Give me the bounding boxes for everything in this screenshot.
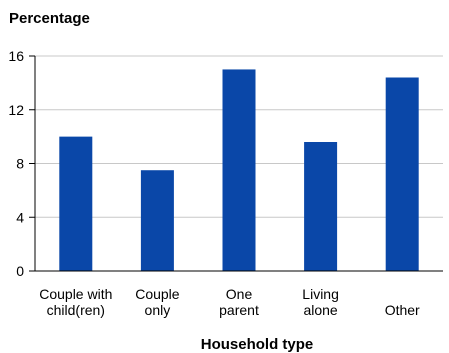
bar (140, 170, 174, 271)
x-category-label: child(ren) (47, 302, 105, 318)
y-tick-label: 8 (16, 156, 24, 172)
y-axis-label: Percentage (9, 10, 90, 27)
x-category-label: Couple with (39, 286, 112, 302)
bar (385, 77, 419, 271)
y-tick-label: 4 (16, 209, 24, 225)
axis-layer (29, 55, 443, 272)
y-tick-label: 12 (8, 102, 24, 118)
x-category-label: alone (303, 302, 337, 318)
y-tick-labels: 0 4 8 12 16 (8, 48, 24, 279)
bar-layer (59, 69, 419, 271)
x-category-label: parent (219, 302, 259, 318)
bar (59, 136, 93, 271)
x-category-label: Other (385, 302, 420, 318)
x-axis-label: Household type (201, 336, 314, 353)
x-category-label: Living (302, 286, 339, 302)
x-category-label: One (226, 286, 253, 302)
x-category-label: Couple (135, 286, 180, 302)
y-tick-label: 16 (8, 48, 24, 64)
x-category-label: only (145, 302, 171, 318)
bar (222, 69, 256, 271)
bar (304, 142, 338, 271)
y-tick-label: 0 (16, 263, 24, 279)
